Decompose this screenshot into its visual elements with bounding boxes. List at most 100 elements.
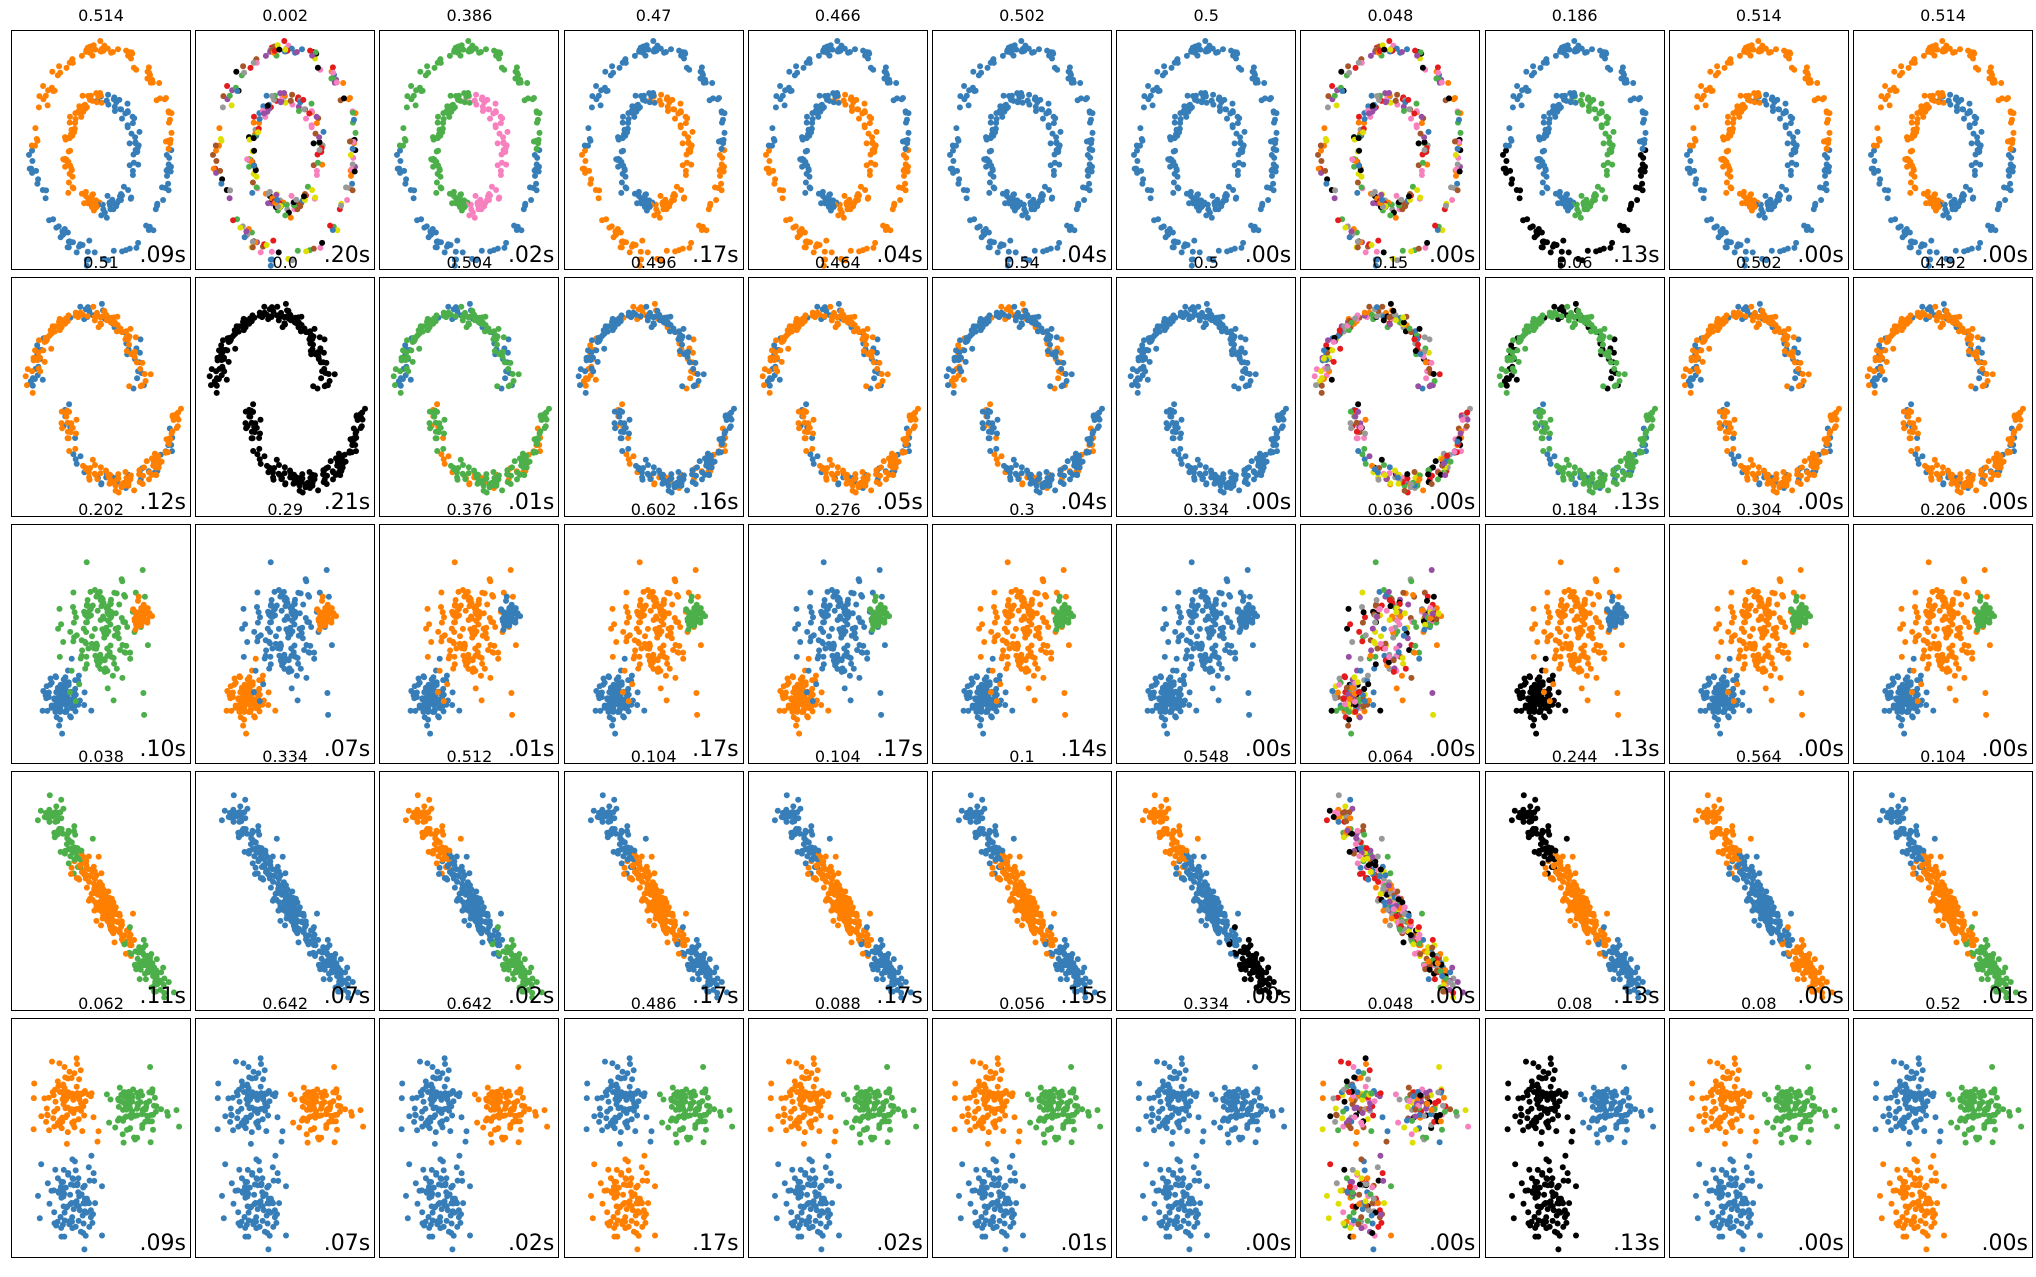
data-point	[983, 163, 990, 170]
data-point	[1627, 202, 1634, 209]
data-point	[224, 347, 231, 354]
data-point	[669, 106, 676, 113]
data-point	[1368, 52, 1375, 59]
data-point	[1822, 180, 1829, 187]
data-point	[64, 419, 71, 426]
data-point	[400, 355, 407, 362]
data-point	[445, 303, 452, 310]
data-point	[314, 167, 321, 174]
data-point	[1747, 196, 1754, 203]
data-point	[855, 115, 862, 122]
data-point	[769, 167, 776, 174]
data-point	[657, 257, 664, 264]
data-point	[1198, 90, 1205, 97]
data-point	[625, 430, 632, 437]
data-point	[1018, 314, 1025, 321]
data-point	[1045, 122, 1052, 129]
data-point	[312, 194, 319, 201]
data-point	[1749, 249, 1756, 256]
data-point	[1445, 80, 1452, 86]
data-point	[771, 180, 778, 187]
data-point	[1062, 371, 1069, 377]
data-point	[954, 136, 961, 142]
data-point	[66, 408, 73, 415]
data-point	[125, 187, 132, 193]
data-point	[1270, 145, 1277, 152]
data-point	[695, 378, 702, 384]
data-point	[645, 472, 652, 479]
data-point	[592, 347, 599, 354]
data-point	[256, 116, 263, 122]
data-point	[901, 180, 908, 187]
data-point	[977, 63, 984, 70]
data-point	[1540, 113, 1547, 120]
data-point	[814, 303, 821, 310]
data-point	[175, 416, 182, 423]
scatter-plot	[26, 38, 175, 269]
data-point	[60, 156, 67, 163]
data-point	[501, 334, 508, 341]
data-point	[950, 389, 957, 396]
data-point	[483, 46, 490, 53]
data-point	[617, 189, 624, 196]
data-point	[1582, 196, 1589, 203]
data-point	[947, 151, 953, 158]
data-point	[1617, 75, 1624, 82]
data-point	[1885, 187, 1892, 194]
data-point	[312, 130, 319, 137]
data-point	[301, 106, 308, 113]
data-point	[587, 176, 594, 183]
data-point	[895, 184, 902, 191]
data-point	[1197, 46, 1204, 53]
data-point	[1700, 187, 1707, 194]
data-point	[165, 145, 172, 152]
data-point	[1050, 113, 1057, 120]
data-point	[1508, 176, 1515, 183]
data-point	[1513, 83, 1520, 89]
data-point	[802, 238, 809, 245]
data-point	[993, 116, 1000, 122]
data-point	[1224, 115, 1231, 122]
data-point	[718, 187, 725, 194]
data-point	[1134, 158, 1141, 164]
data-point	[1075, 202, 1081, 209]
data-point	[282, 321, 289, 328]
data-point	[1400, 247, 1407, 254]
runtime-label: .21s	[323, 490, 371, 515]
data-point	[307, 47, 314, 54]
data-point	[1820, 95, 1827, 101]
data-point	[257, 416, 264, 423]
data-point	[250, 119, 257, 126]
data-point	[240, 63, 247, 70]
data-point	[509, 464, 516, 471]
data-point	[78, 52, 85, 59]
subplot-r2-c1: .12s	[11, 277, 191, 517]
scatter-plot	[1131, 38, 1280, 269]
data-point	[1154, 68, 1161, 75]
data-point	[633, 190, 640, 197]
data-point	[126, 140, 133, 147]
data-point	[1736, 52, 1743, 59]
data-point	[611, 228, 618, 235]
data-point	[26, 151, 32, 158]
data-point	[66, 448, 73, 454]
data-point	[1189, 248, 1196, 255]
data-point	[1546, 116, 1553, 122]
data-point	[1031, 206, 1038, 213]
runtime-label: .04s	[876, 243, 923, 268]
data-point	[89, 191, 96, 198]
data-point	[678, 383, 685, 390]
data-point	[835, 480, 842, 487]
data-point	[1724, 59, 1731, 66]
data-point	[59, 425, 66, 432]
data-point	[1714, 69, 1721, 76]
data-point	[1933, 249, 1940, 256]
data-point	[116, 96, 123, 103]
data-point	[612, 319, 619, 326]
data-point	[626, 416, 633, 423]
data-point	[306, 336, 313, 343]
data-point	[1686, 142, 1693, 149]
score-label: 0.47	[635, 6, 672, 25]
data-point	[1742, 248, 1749, 255]
data-point	[1446, 95, 1453, 102]
